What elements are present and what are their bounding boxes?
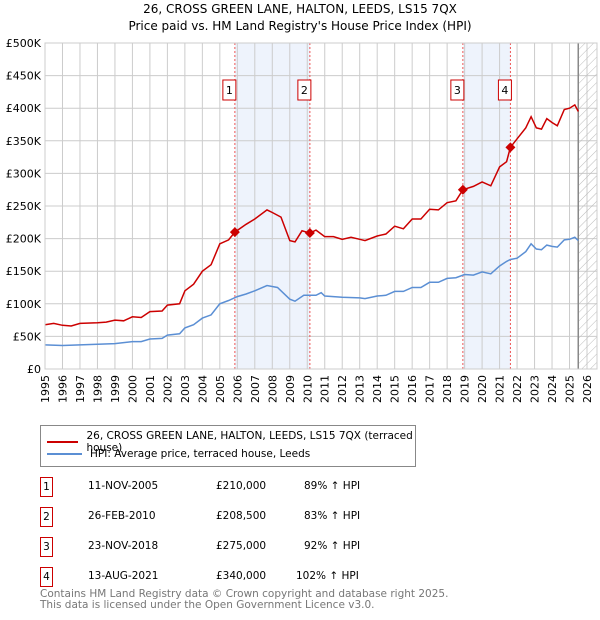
footer-line: This data is licensed under the Open Gov…	[40, 599, 375, 611]
legend-label: 26, CROSS GREEN LANE, HALTON, LEEDS, LS1…	[86, 430, 413, 454]
y-tick-label: £200K	[6, 233, 42, 246]
legend: 26, CROSS GREEN LANE, HALTON, LEEDS, LS1…	[40, 425, 416, 467]
sale-label-box	[450, 79, 465, 101]
sale-point	[457, 184, 468, 195]
x-tick-label: 2021	[494, 375, 507, 403]
x-tick-label: 2004	[196, 375, 209, 403]
footer: Contains HM Land Registry data © Crown c…	[40, 589, 448, 611]
sale-hpi-change: 102% ↑ HPI	[296, 570, 359, 582]
y-tick-label: £0	[27, 363, 41, 376]
x-tick-label: 2018	[441, 375, 454, 403]
sale-date: 13-AUG-2021	[88, 570, 159, 582]
x-tick-label: 2022	[511, 375, 524, 403]
sale-number: 1	[40, 477, 53, 497]
x-tick-label: 2015	[389, 375, 402, 403]
legend-item-property: 26, CROSS GREEN LANE, HALTON, LEEDS, LS1…	[47, 430, 415, 454]
x-tick-label: 1997	[74, 375, 87, 403]
legend-swatch-red	[47, 441, 79, 443]
sale-number: 2	[40, 507, 53, 527]
x-tick-label: 2001	[144, 375, 157, 403]
legend-swatch-blue	[47, 453, 82, 455]
sale-date: 26-FEB-2010	[88, 510, 156, 522]
legend-item-hpi: HPI: Average price, terraced house, Leed…	[47, 448, 310, 460]
sale-price: £208,500	[216, 510, 267, 522]
y-tick-label: £350K	[6, 135, 42, 148]
x-tick-label: 2019	[459, 375, 472, 403]
sale-date: 11-NOV-2005	[88, 480, 159, 492]
sale-label-box	[222, 79, 237, 101]
price-chart: 26, CROSS GREEN LANE, HALTON, LEEDS, LS1…	[6, 2, 598, 403]
sale-price: £275,000	[216, 540, 267, 552]
y-tick-label: £400K	[6, 102, 42, 115]
sale-point	[505, 142, 516, 153]
sale-price: £210,000	[216, 480, 267, 492]
x-tick-label: 2024	[546, 375, 559, 403]
x-tick-label: 2012	[336, 375, 349, 403]
x-tick-label: 2005	[214, 375, 227, 403]
x-tick-label: 2023	[529, 375, 542, 403]
sale-label: 1	[226, 84, 233, 97]
chart-title: 26, CROSS GREEN LANE, HALTON, LEEDS, LS1…	[143, 2, 457, 16]
sale-number: 4	[40, 567, 53, 587]
x-tick-label: 2014	[371, 375, 384, 403]
plot-border	[44, 42, 598, 370]
y-tick-label: £150K	[6, 265, 42, 278]
x-tick-label: 2002	[161, 375, 174, 403]
sale-label-box	[497, 79, 512, 101]
x-tick-label: 2013	[354, 375, 367, 403]
x-tick-label: 1999	[109, 375, 122, 403]
sale-hpi-change: 92% ↑ HPI	[304, 540, 361, 552]
x-tick-label: 1998	[91, 375, 104, 403]
x-tick-label: 2007	[249, 375, 262, 403]
forecast-hatch	[578, 43, 597, 369]
sale-row: 1 11-NOV-2005 £210,000 89% ↑ HPI	[40, 477, 440, 497]
sale-point	[229, 227, 240, 238]
sale-date: 23-NOV-2018	[88, 540, 159, 552]
sale-label-box	[297, 79, 312, 101]
y-tick-label: £100K	[6, 298, 42, 311]
x-tick-label: 2000	[126, 375, 139, 403]
series-line	[44, 236, 579, 347]
y-tick-label: £300K	[6, 167, 42, 180]
sale-point	[304, 228, 315, 239]
sale-row: 3 23-NOV-2018 £275,000 92% ↑ HPI	[40, 537, 440, 557]
footer-line: Contains HM Land Registry data © Crown c…	[40, 588, 449, 600]
x-tick-label: 1996	[56, 375, 69, 403]
y-tick-label: £500K	[6, 37, 42, 50]
x-tick-label: 2008	[266, 375, 279, 403]
y-tick-label: £50K	[13, 330, 42, 343]
x-tick-label: 2016	[406, 375, 419, 403]
sale-row: 2 26-FEB-2010 £208,500 83% ↑ HPI	[40, 507, 440, 527]
sale-label: 4	[501, 84, 508, 97]
x-tick-label: 2003	[179, 375, 192, 403]
series-line	[44, 103, 579, 327]
x-tick-label: 2017	[424, 375, 437, 403]
x-tick-label: 2026	[581, 375, 594, 403]
y-tick-label: £450K	[6, 70, 42, 83]
sale-price: £340,000	[216, 570, 267, 582]
x-tick-label: 2011	[319, 375, 332, 403]
x-tick-label: 1995	[39, 375, 52, 403]
chart-subtitle: Price paid vs. HM Land Registry's House …	[128, 19, 471, 33]
sale-number: 3	[40, 537, 53, 557]
y-tick-label: £250K	[6, 200, 42, 213]
x-tick-label: 2009	[284, 375, 297, 403]
x-tick-label: 2006	[231, 375, 244, 403]
sale-label: 3	[454, 84, 461, 97]
legend-label: HPI: Average price, terraced house, Leed…	[90, 448, 311, 460]
sale-label: 2	[301, 84, 308, 97]
sale-hpi-change: 89% ↑ HPI	[304, 480, 361, 492]
sale-row: 4 13-AUG-2021 £340,000 102% ↑ HPI	[40, 567, 440, 587]
sale-hpi-change: 83% ↑ HPI	[304, 510, 361, 522]
x-tick-label: 2010	[301, 375, 314, 403]
x-tick-label: 2025	[564, 375, 577, 403]
x-tick-label: 2020	[476, 375, 489, 403]
